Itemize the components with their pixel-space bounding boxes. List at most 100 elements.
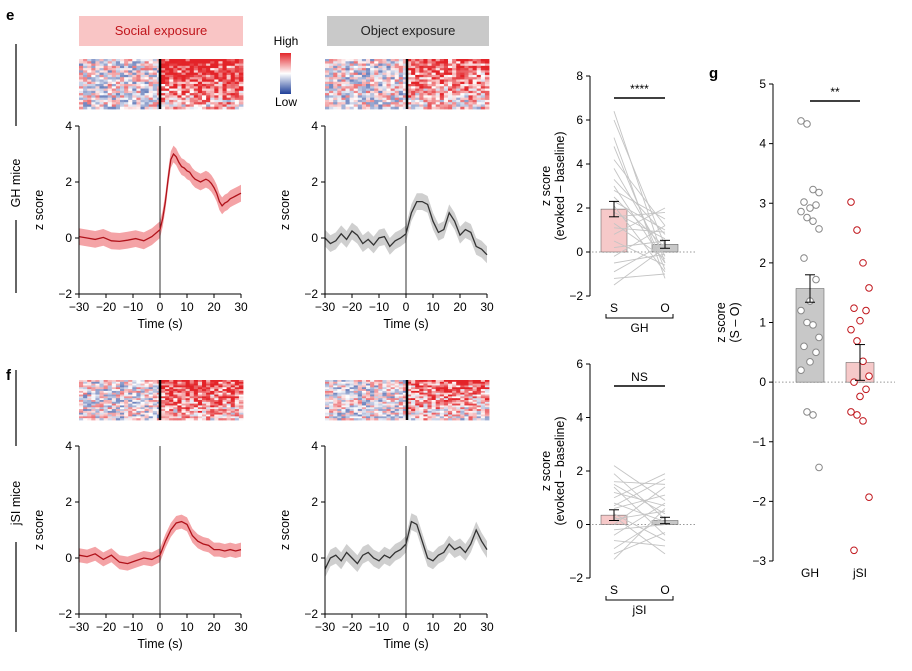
heatmap-cell — [325, 394, 330, 397]
heatmap-cell — [366, 400, 371, 403]
heatmap-cell — [456, 414, 461, 417]
heatmap-cell — [177, 396, 182, 399]
heatmap-cell — [189, 418, 195, 421]
heatmap-cell — [234, 396, 240, 399]
heatmap-cell — [140, 400, 145, 403]
heatmap-cell — [210, 86, 215, 89]
heatmap-cell — [214, 409, 219, 412]
heatmap-cell — [140, 412, 145, 415]
heatmap-cell — [148, 79, 154, 83]
y-axis-label: z score — [32, 190, 46, 230]
y-axis-label-line1: z score — [714, 302, 728, 342]
heatmap-cell — [333, 407, 338, 410]
heatmap-cell — [111, 102, 117, 105]
heatmap-cell — [472, 65, 478, 69]
category-label: S — [610, 583, 618, 597]
heatmap-cell — [99, 407, 104, 410]
heatmap-cell — [341, 84, 346, 87]
pair-line — [613, 494, 666, 509]
heatmap-cell — [222, 77, 227, 80]
heatmap-cell — [107, 86, 113, 89]
heatmap-cell — [366, 394, 371, 397]
heatmap-cell — [144, 390, 150, 394]
heatmap-cell — [128, 70, 133, 74]
heatmap-cell — [222, 63, 227, 67]
heatmap-cell — [407, 90, 412, 94]
heatmap-cell — [230, 414, 236, 417]
heatmap-cell — [443, 390, 449, 394]
heatmap-cell — [210, 72, 215, 76]
heatmap-cell — [402, 99, 408, 103]
x-tick-label: 0 — [403, 620, 410, 634]
heatmap-cell — [202, 90, 207, 94]
heatmap-cell — [169, 63, 174, 67]
heatmap-cell — [111, 389, 117, 392]
heatmap-cell — [370, 86, 375, 89]
heatmap-cell — [91, 72, 96, 76]
heatmap-cell — [394, 61, 400, 64]
heatmap-cell — [411, 392, 416, 395]
heatmap-cell — [197, 403, 203, 406]
heatmap-cell — [177, 407, 182, 410]
heatmap-cell — [333, 409, 338, 412]
heatmap-cell — [214, 90, 219, 94]
heatmap-cell — [431, 407, 437, 410]
heatmap-cell — [120, 88, 125, 92]
heatmap-cell — [177, 81, 182, 85]
heatmap-cell — [197, 93, 203, 96]
heatmap-cell — [206, 86, 211, 89]
heatmap-cell — [448, 72, 453, 76]
heatmap-cell — [140, 79, 145, 83]
heatmap-cell — [390, 86, 396, 89]
heatmap-cell — [87, 79, 92, 83]
heatmap-cell — [197, 77, 203, 80]
heatmap-cell — [202, 416, 207, 419]
heatmap-cell — [357, 65, 363, 69]
heatmap-cell — [349, 380, 355, 383]
heatmap-cell — [173, 389, 178, 392]
heatmap-cell — [476, 70, 482, 74]
heatmap-cell — [419, 401, 424, 405]
heatmap-cell — [128, 61, 133, 64]
heatmap-cell — [357, 84, 363, 87]
heatmap-cell — [374, 394, 379, 397]
heatmap-cell — [460, 84, 465, 87]
y-tick-label: 0 — [576, 518, 583, 532]
heatmap-cell — [325, 63, 330, 67]
heatmap-cell — [120, 380, 125, 383]
heatmap-cell — [456, 68, 461, 71]
heatmap-cell — [165, 392, 170, 395]
heatmap-cell — [140, 86, 145, 89]
heatmap-cell — [230, 389, 236, 392]
heatmap-cell — [407, 381, 412, 385]
heatmap-cell — [407, 416, 412, 419]
heatmap-cell — [419, 72, 424, 76]
heatmap-cell — [165, 95, 170, 99]
heatmap-cell — [419, 97, 424, 101]
heatmap-cell — [222, 398, 227, 401]
heatmap-cell — [407, 412, 412, 415]
heatmap-cell — [202, 401, 207, 405]
heatmap-cell — [390, 65, 396, 69]
heatmap-cell — [99, 410, 104, 414]
heatmap-cell — [333, 412, 338, 415]
heatmap-cell — [173, 65, 178, 69]
heatmap-cell — [419, 392, 424, 395]
heatmap-cell — [419, 88, 424, 92]
heatmap-cell — [234, 381, 240, 385]
heatmap-cell — [103, 59, 109, 62]
heatmap-cell — [107, 77, 113, 80]
heatmap-cell — [222, 387, 227, 390]
x-tick-label: −30 — [69, 620, 90, 634]
heatmap-cell — [464, 412, 469, 415]
heatmap-cell — [345, 418, 350, 421]
heatmap-cell — [411, 61, 416, 64]
heatmap-cell — [103, 79, 109, 83]
heatmap-cell — [132, 387, 137, 390]
heatmap-cell — [206, 401, 211, 405]
heatmap-cell — [407, 102, 412, 105]
heatmap-cell — [484, 407, 490, 410]
heatmap-cell — [370, 403, 375, 406]
heatmap-cell — [357, 385, 363, 388]
heatmap-cell — [325, 61, 330, 64]
